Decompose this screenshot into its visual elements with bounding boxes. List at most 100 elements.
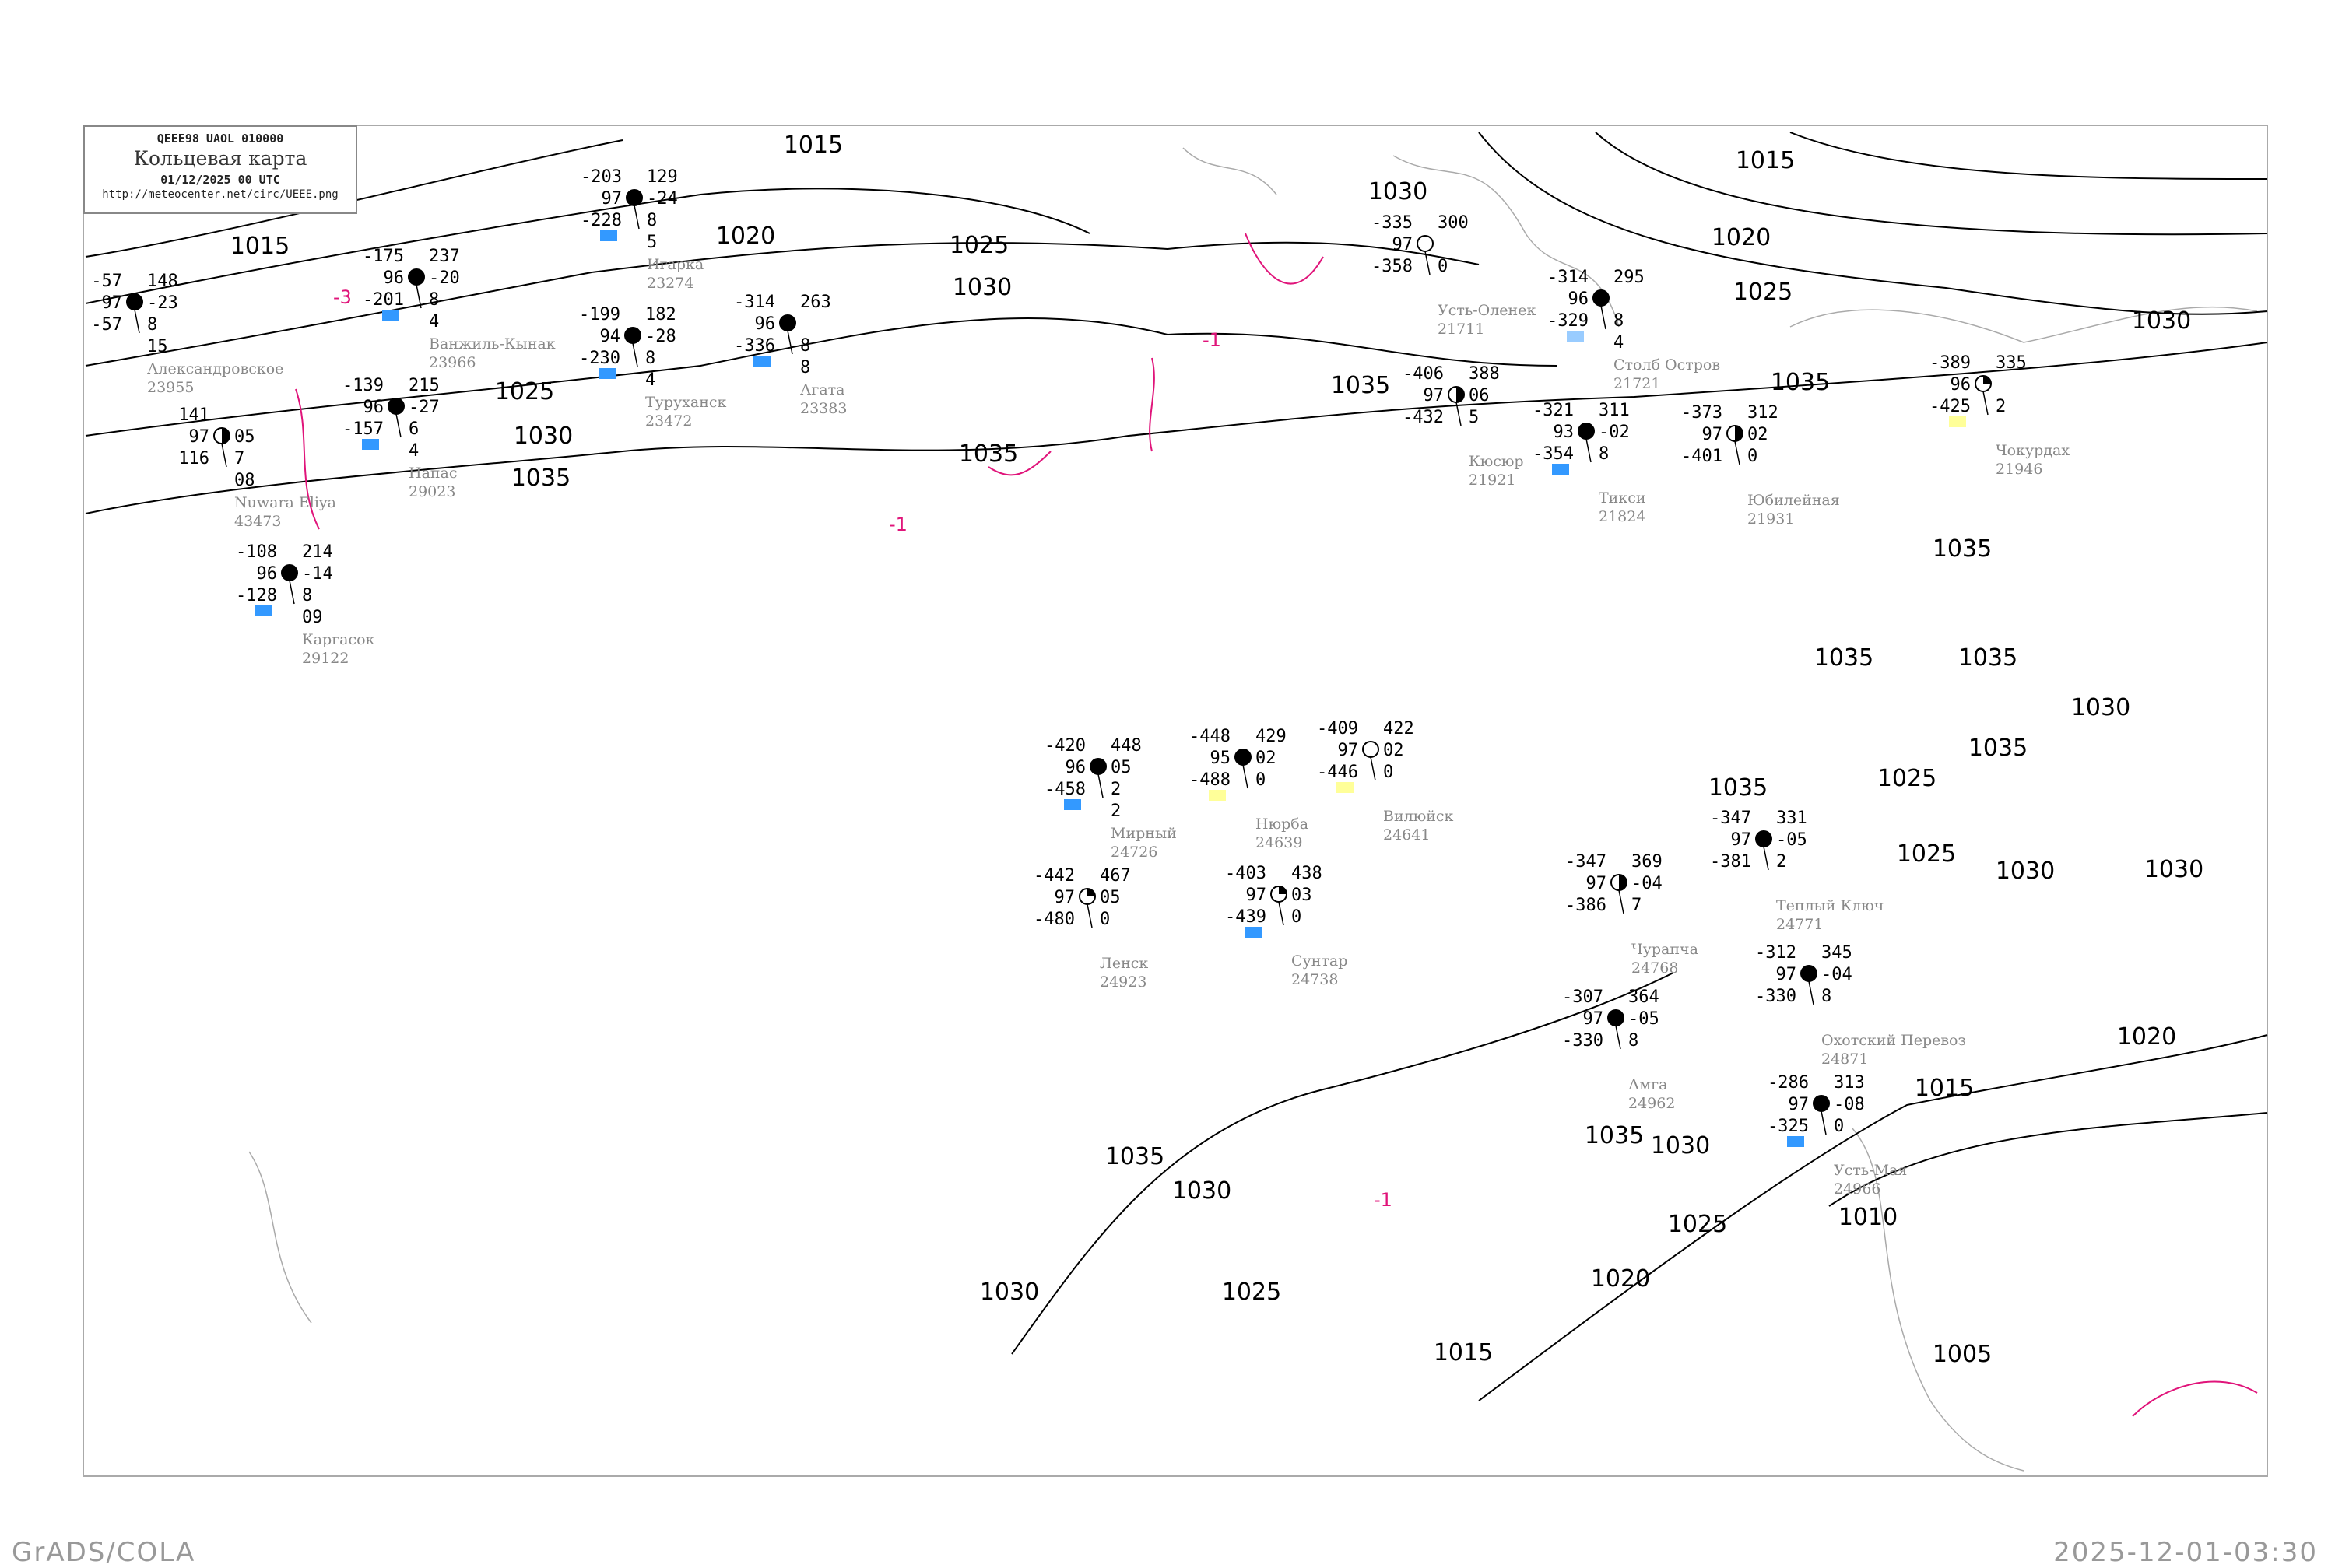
precip-marker <box>362 439 379 450</box>
station-value-tr: 438 <box>1291 864 1322 883</box>
isobar-label: 1030 <box>1172 1177 1231 1205</box>
station-value-tr: 388 <box>1469 364 1500 384</box>
isobar-label: 1030 <box>980 1279 1039 1306</box>
station-value-ml: 96 <box>257 564 278 584</box>
station-value-r3: 0 <box>1834 1117 1844 1136</box>
station-value-bl: -432 <box>1403 408 1444 427</box>
station-name: Ванжиль-Кынак <box>429 335 556 353</box>
isobar-label: 1030 <box>2132 307 2191 335</box>
station-value-r3: 8 <box>1613 311 1624 331</box>
wind-barb-icon <box>416 284 422 309</box>
station-24871[interactable]: -312 97 -330 345 -04 8 Охотский Перевоз 24871 <box>1755 943 1966 1068</box>
isobar-label: 1025 <box>950 232 1009 259</box>
isobar-label: 1035 <box>1708 774 1768 802</box>
isotherm-label-group: -3 <box>333 286 352 308</box>
isobar-label: 1025 <box>1897 840 1956 868</box>
station-value-mr: -05 <box>1628 1009 1659 1029</box>
isobar-label: 1030 <box>1996 858 2055 885</box>
station-21921[interactable]: -406 97 -432 388 06 5 Кюсюр 21921 <box>1403 364 1524 489</box>
wind-barb-icon <box>1097 773 1104 798</box>
station-value-r4: 15 <box>147 337 168 356</box>
station-21711[interactable]: -335 97 -358 300 0 Усть-Оленек 21711 <box>1371 213 1536 338</box>
wind-barb-icon <box>1087 903 1093 928</box>
station-value-bl: -57 <box>91 315 122 335</box>
station-value-ml: 97 <box>1338 741 1359 760</box>
cloud-cover-icon <box>1090 758 1107 775</box>
station-value-tl: -448 <box>1189 727 1231 746</box>
isotherm-label-group: -1 <box>1374 1189 1392 1211</box>
station-value-r4: 2 <box>1111 802 1121 821</box>
station-id: 21946 <box>1996 461 2042 478</box>
isobar-label-group: 1035 <box>1814 644 1873 672</box>
cloud-quarter-icon <box>1279 886 1287 894</box>
station-value-bl: -228 <box>581 211 622 230</box>
station-id: 21824 <box>1599 508 1645 525</box>
station-name: Туруханск <box>645 394 727 411</box>
station-name: Каргасок <box>302 631 375 648</box>
station-value-bl: -336 <box>734 336 775 356</box>
station-value-bl: 116 <box>178 449 209 468</box>
station-value-tr: 311 <box>1599 401 1630 420</box>
isobar-label: 1005 <box>1933 1341 1992 1368</box>
station-value-tl: -312 <box>1755 943 1796 963</box>
isobar-label: 1035 <box>1331 372 1390 399</box>
isobar-label: 1025 <box>1222 1279 1281 1306</box>
station-value-ml: 97 <box>1776 965 1797 984</box>
station-24771[interactable]: -347 97-381 331 -052 Теплый Ключ 24771 <box>1710 809 1884 933</box>
station-name: Сунтар <box>1291 952 1347 970</box>
station-value-tr: 448 <box>1111 736 1142 756</box>
station-value-mr: -27 <box>409 398 440 417</box>
station-23383[interactable]: -314 96-336 263 8 8 Агата 23383 <box>734 293 847 417</box>
station-value-mr: -14 <box>302 564 333 584</box>
station-value-mr: -05 <box>1776 830 1807 850</box>
station-value-tl: -314 <box>1547 268 1589 287</box>
source-url[interactable]: http://meteocenter.net/circ/UEEE.png <box>102 188 339 201</box>
isobar-label: 1030 <box>2144 856 2203 883</box>
isobar-label: 1035 <box>1585 1122 1644 1149</box>
isobar-label-group: 1030 <box>2144 856 2203 883</box>
cloud-cover-icon <box>281 564 298 581</box>
station-id: 21711 <box>1438 321 1484 338</box>
station-24726[interactable]: -420 96 -458 448 05 2 2 Мирный 24726 <box>1045 736 1177 861</box>
precip-marker <box>1949 416 1966 427</box>
isotherm-labels: -3 -1 -1 -1 <box>333 286 1392 1211</box>
map-title: Кольцевая карта <box>133 147 307 170</box>
station-value-tl: -442 <box>1034 866 1075 886</box>
station-value-bl: -488 <box>1189 770 1231 790</box>
station-value-ml: 97 <box>1702 425 1723 444</box>
station-id: 24639 <box>1255 834 1302 851</box>
station-name: Чокурдах <box>1996 442 2070 459</box>
isobar-label-group: 1035 <box>1105 1143 1164 1170</box>
isobar-label-group: 1025 <box>1733 279 1793 306</box>
station-name: Тикси <box>1599 489 1646 507</box>
isotherm-label: -1 <box>1203 329 1221 351</box>
wind-barb-icon <box>1600 305 1606 330</box>
isobar-label-group: 1035 <box>1958 644 2017 672</box>
station-value-tl: -373 <box>1681 403 1722 423</box>
station-value-mr: -04 <box>1821 965 1852 984</box>
station-value-mr: -24 <box>647 189 678 209</box>
station-value-ml: 97 <box>1731 830 1752 850</box>
station-value-tr: 215 <box>409 376 440 395</box>
station-value-bl: -401 <box>1681 447 1722 466</box>
station-value-tl: -108 <box>236 542 277 562</box>
station-value-tl: -347 <box>1710 809 1751 828</box>
